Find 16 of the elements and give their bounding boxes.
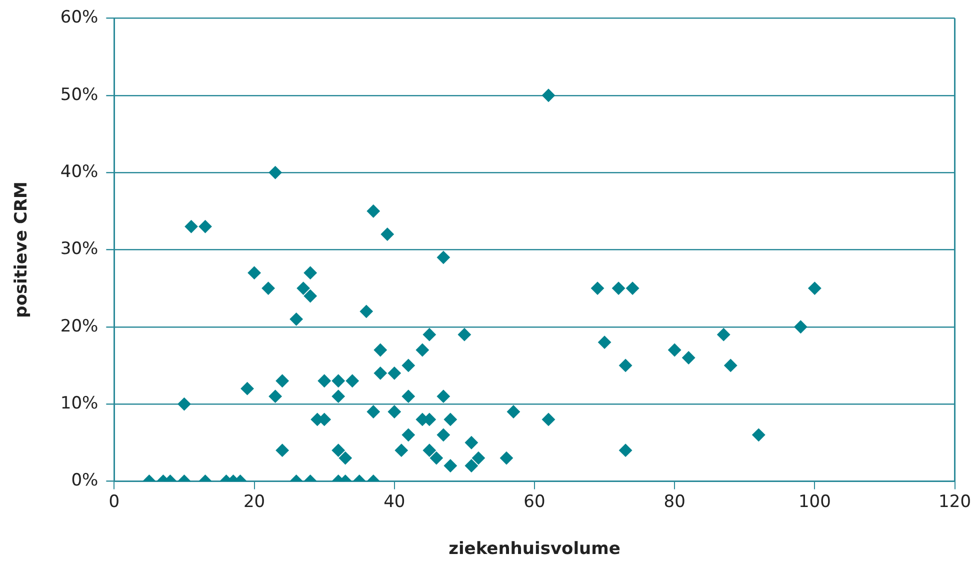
y-tick-label: 0% <box>71 470 98 491</box>
x-tick-label: 80 <box>664 492 686 512</box>
y-tick-label: 50% <box>60 84 98 105</box>
x-tick-label: 60 <box>524 492 546 512</box>
y-axis-title: positieve CRM <box>12 182 32 318</box>
x-axis-title: ziekenhuisvolume <box>448 539 620 560</box>
y-tick-label: 10% <box>60 393 98 414</box>
y-tick-label: 20% <box>60 316 98 336</box>
y-tick-label: 40% <box>60 162 98 182</box>
x-tick-label: 0 <box>108 492 120 512</box>
x-tick-label: 120 <box>938 492 972 512</box>
x-tick-label: 100 <box>798 492 831 512</box>
y-tick-label: 60% <box>60 8 98 28</box>
x-tick-label: 20 <box>243 492 266 512</box>
x-tick-label: 40 <box>384 492 406 512</box>
y-tick-label: 30% <box>60 239 98 260</box>
